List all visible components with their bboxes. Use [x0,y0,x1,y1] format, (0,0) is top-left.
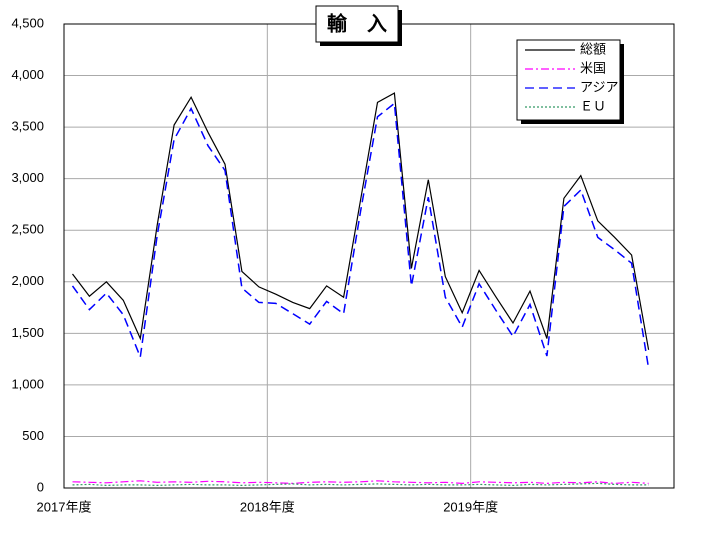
legend-label: アジア [580,79,618,94]
series-line [72,92,650,350]
y-tick-label: 0 [37,479,44,494]
y-tick-label: 2,000 [11,273,44,288]
y-tick-label: 4,000 [11,67,44,82]
legend-label: 米国 [580,60,606,75]
x-tick-label: 2018年度 [240,499,295,514]
y-tick-label: 2,500 [11,222,44,237]
y-tick-label: 3,500 [11,119,44,134]
series-line [72,480,649,485]
y-tick-label: 500 [22,428,44,443]
legend-label: 総額 [580,41,606,56]
y-tick-label: 3,000 [11,170,44,185]
series-line [72,482,649,487]
y-tick-label: 1,000 [11,376,44,391]
title-box [315,5,399,43]
y-tick-label: 4,500 [11,15,44,30]
chart-title: 輸 入 [327,11,387,35]
x-tick-label: 2019年度 [443,499,498,514]
legend-label: ＥＵ [580,98,606,113]
series-line [71,101,650,369]
x-tick-label: 2017年度 [37,499,92,514]
y-tick-label: 1,500 [11,325,44,340]
